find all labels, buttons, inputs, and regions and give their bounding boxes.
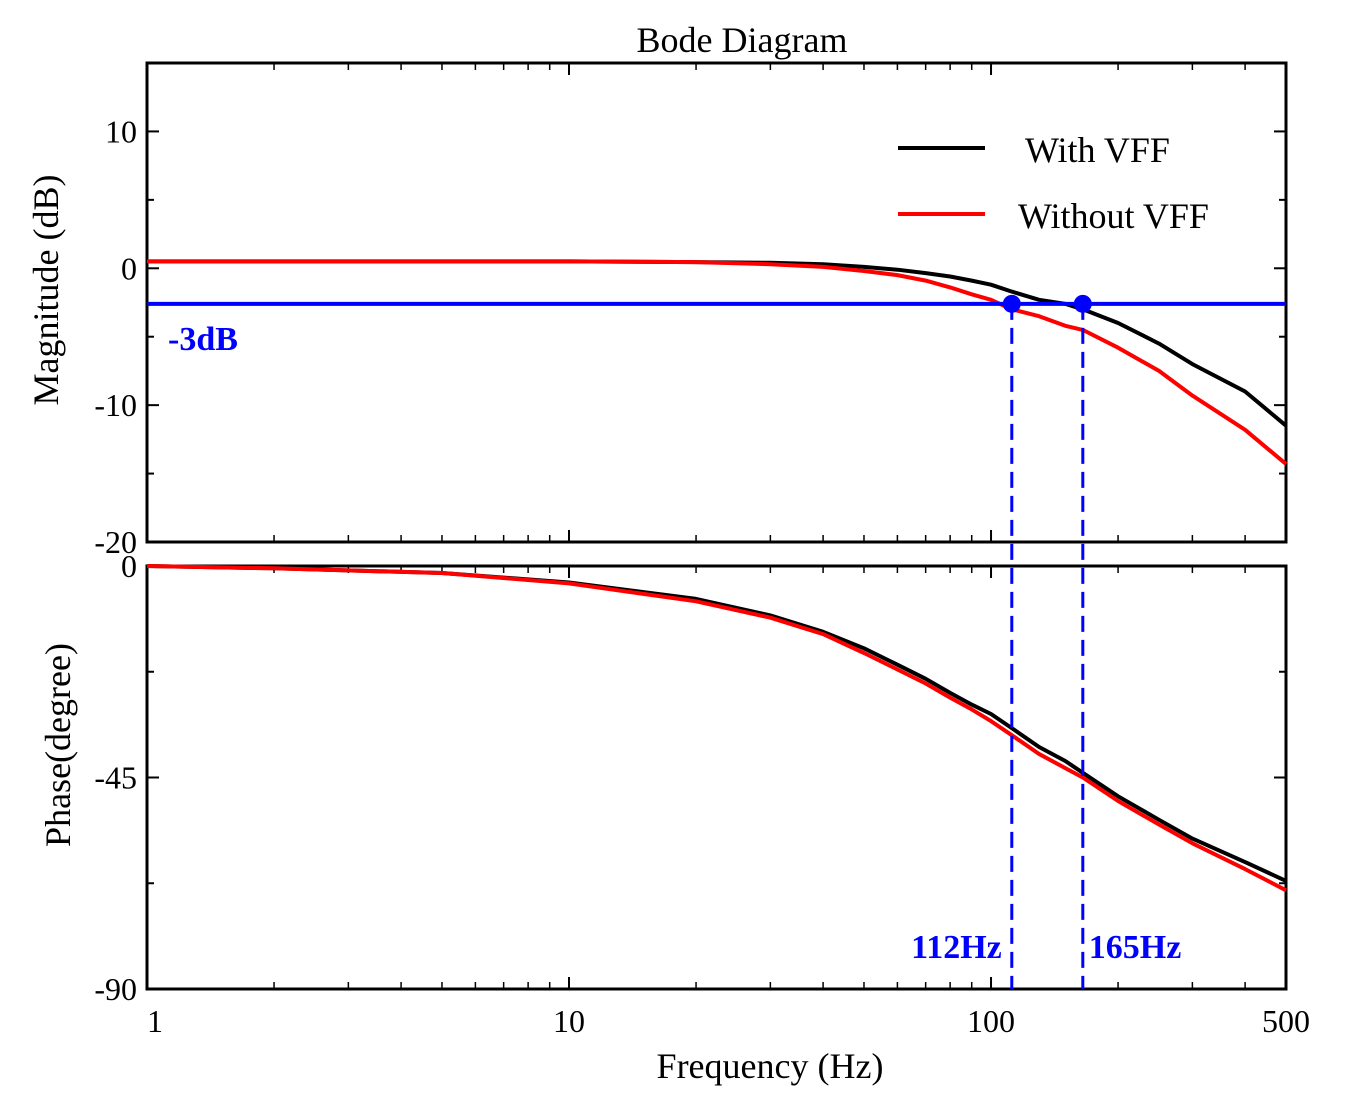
xtick-label: 10 <box>553 1003 585 1039</box>
phase-ytick-label: -90 <box>94 971 137 1007</box>
marker-label-165hz: 165Hz <box>1089 929 1182 966</box>
reference-label: -3dB <box>168 321 238 358</box>
magnitude-series <box>147 259 1288 466</box>
phase-y-ticks: 0 -45 -90 <box>94 548 1286 1007</box>
magnitude-series-with-vff <box>147 259 1288 428</box>
phase-ytick-label: 0 <box>121 548 137 584</box>
magnitude-ytick-label: -20 <box>94 524 137 560</box>
phase-y-axis-title: Phase(degree) <box>38 643 78 847</box>
x-axis-title: Frequency (Hz) <box>657 1046 884 1086</box>
magnitude-y-axis-title: Magnitude (dB) <box>26 175 66 406</box>
magnitude-ytick-label: 10 <box>105 113 137 149</box>
legend-label-with-vff: With VFF <box>1025 130 1170 170</box>
legend-label-without-vff: Without VFF <box>1018 196 1209 236</box>
xtick-label: 100 <box>967 1003 1015 1039</box>
magnitude-ytick-label: 0 <box>121 250 137 286</box>
phase-series-without-vff <box>146 564 1287 893</box>
phase-series-with-vff <box>146 564 1287 883</box>
phase-series <box>146 564 1287 893</box>
phase-panel-frame <box>145 564 1288 991</box>
magnitude-series-without-vff <box>147 259 1288 466</box>
x-ticks: 1 10 100 500 <box>146 63 1310 1039</box>
chart-title: Bode Diagram <box>637 20 848 60</box>
annotations: -3dB 112Hz 165Hz <box>168 294 1182 989</box>
xtick-label: 500 <box>1262 1003 1310 1039</box>
marker-dot-112hz <box>1002 294 1021 313</box>
magnitude-y-ticks: 10 0 -10 -20 <box>94 113 1286 560</box>
legend: With VFF Without VFF <box>898 130 1209 236</box>
phase-ytick-label: -45 <box>94 760 137 796</box>
xtick-label: 1 <box>147 1003 163 1039</box>
marker-dot-165hz <box>1073 294 1092 313</box>
magnitude-ytick-label: -10 <box>94 387 137 423</box>
marker-label-112hz: 112Hz <box>911 929 1002 966</box>
